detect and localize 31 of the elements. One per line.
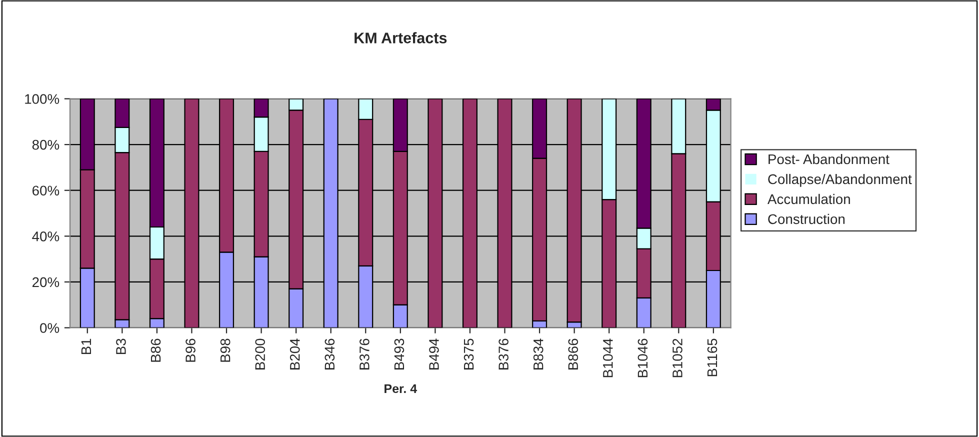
- x-tick-label: B96: [186, 338, 196, 362]
- x-tick-label: B866: [568, 338, 578, 370]
- x-tick-label: B1165: [707, 338, 718, 376]
- y-tick-label: 80%: [32, 140, 60, 150]
- x-tick-label: B1052: [672, 338, 682, 378]
- x-tick-label: B98: [220, 338, 230, 362]
- y-tick-label: 60%: [32, 186, 60, 196]
- x-tick-label: B376: [360, 338, 370, 370]
- legend-label: Collapse/Abandonment: [768, 174, 912, 187]
- x-tick-label: B376: [498, 338, 508, 370]
- y-tick-label: 20%: [32, 277, 60, 288]
- x-tick-label: B493: [394, 338, 404, 370]
- x-tick-label: B204: [290, 338, 300, 370]
- legend-label: Construction: [768, 214, 845, 224]
- x-tick-label: B3: [116, 338, 126, 354]
- x-tick-label: B1044: [602, 338, 613, 378]
- x-tick-label: B375: [464, 338, 474, 370]
- legend-label: Accumulation: [767, 194, 850, 204]
- x-tick-label: B86: [150, 338, 161, 362]
- x-tick-label: B200: [255, 338, 266, 370]
- chart-title: KM Artefacts: [354, 32, 447, 44]
- x-tick-label: B494: [429, 338, 439, 370]
- x-axis-title: Per. 4: [384, 384, 418, 394]
- x-tick-label: B1: [81, 338, 91, 354]
- x-tick-label: B1046: [638, 338, 648, 378]
- x-tick-label: B834: [533, 338, 544, 370]
- y-tick-label: 0%: [40, 323, 60, 333]
- y-tick-label: 40%: [32, 231, 60, 242]
- y-tick-label: 100%: [25, 94, 60, 104]
- x-tick-label: B346: [324, 338, 335, 370]
- legend-label: Post- Abandonment: [768, 154, 890, 164]
